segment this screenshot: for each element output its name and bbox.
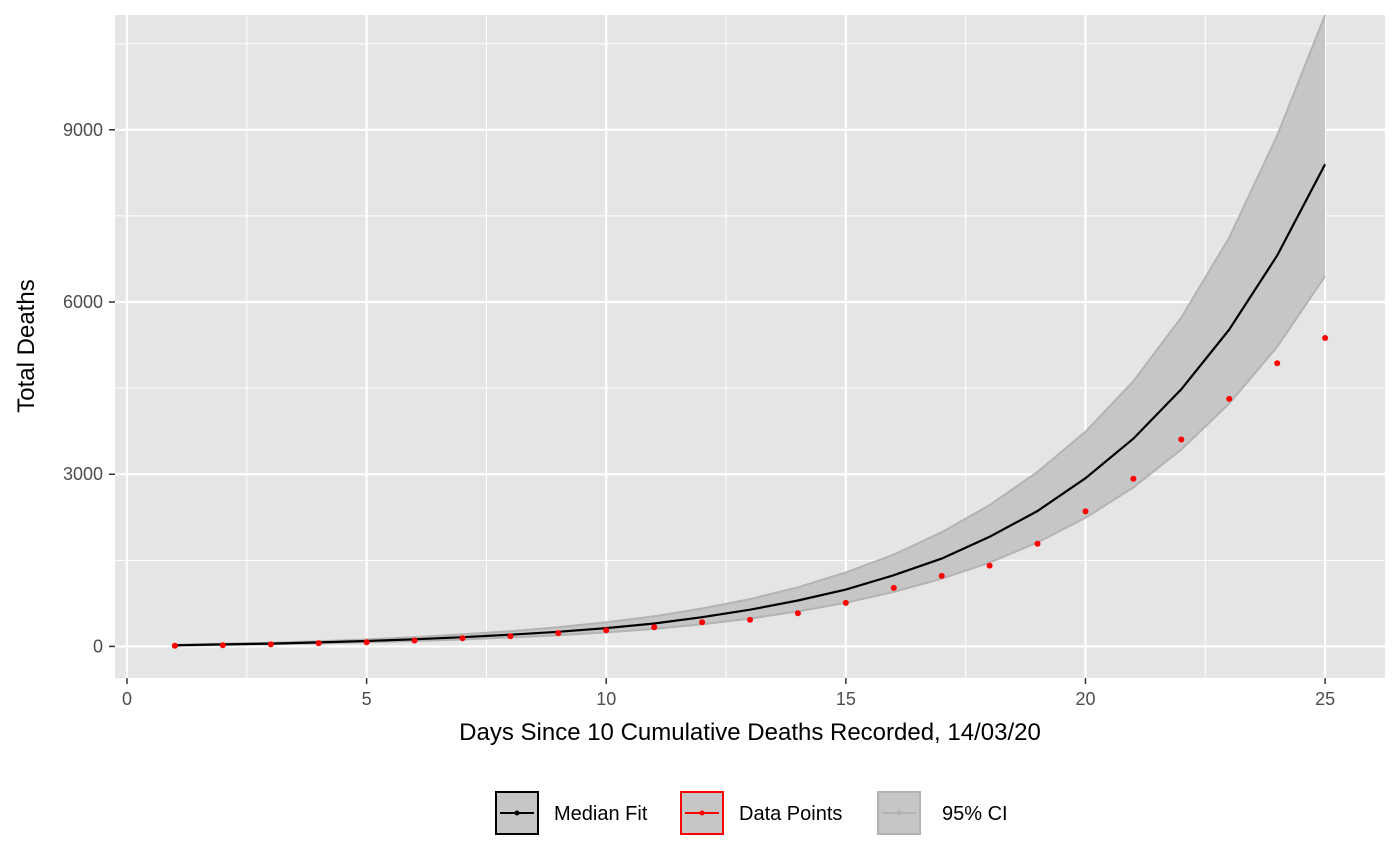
data-point [171, 642, 178, 649]
x-tick-label: 20 [1075, 689, 1095, 709]
legend: Median Fit Data Points 95% CI [495, 791, 1008, 835]
legend-item-ci: 95% CI [877, 791, 1008, 835]
legend-key-points-dot [699, 810, 705, 816]
y-tick-label: 6000 [63, 292, 103, 312]
legend-key-median-dot [514, 810, 520, 816]
data-point [603, 627, 610, 634]
x-axis-title: Days Since 10 Cumulative Deaths Recorded… [459, 719, 1041, 746]
legend-label-data-points: Data Points [739, 803, 842, 825]
data-point [507, 633, 514, 640]
data-point [1082, 508, 1089, 515]
data-point [267, 641, 274, 648]
x-tick-label: 0 [122, 689, 132, 709]
data-point [1178, 436, 1185, 443]
data-point [699, 619, 706, 626]
data-points-series [171, 335, 1329, 649]
data-point [890, 584, 897, 591]
legend-label-median-fit: Median Fit [554, 803, 648, 825]
data-point [794, 610, 801, 617]
legend-label-ci: 95% CI [942, 803, 1008, 825]
data-point [651, 624, 658, 631]
x-axis: 0 5 10 15 20 25 [122, 678, 1335, 709]
y-tick-label: 3000 [63, 464, 103, 484]
data-point [459, 635, 466, 642]
x-tick-label: 10 [596, 689, 616, 709]
ci-band [174, 15, 1326, 646]
data-point [555, 630, 562, 637]
data-point [1274, 360, 1281, 367]
legend-item-data-points: Data Points [680, 791, 842, 835]
x-tick-label: 15 [836, 689, 856, 709]
data-point [1226, 395, 1233, 402]
data-point [842, 599, 849, 606]
data-point [219, 642, 226, 649]
x-tick-label: 25 [1315, 689, 1335, 709]
data-point [938, 572, 945, 579]
x-tick-label: 5 [362, 689, 372, 709]
data-point [411, 637, 418, 644]
y-tick-label: 9000 [63, 120, 103, 140]
data-point [1130, 475, 1137, 482]
y-axis-title: Total Deaths [13, 279, 40, 412]
data-point [363, 639, 370, 646]
data-point [1034, 540, 1041, 547]
y-tick-label: 0 [93, 636, 103, 656]
y-axis: 0 3000 6000 9000 [63, 120, 115, 656]
data-point [986, 562, 993, 569]
legend-key-ci-dot [896, 810, 902, 816]
data-point [1322, 335, 1329, 341]
legend-item-median-fit: Median Fit [495, 791, 648, 835]
data-point [315, 640, 322, 647]
data-point [747, 616, 753, 623]
major-gridlines [115, 15, 1385, 678]
